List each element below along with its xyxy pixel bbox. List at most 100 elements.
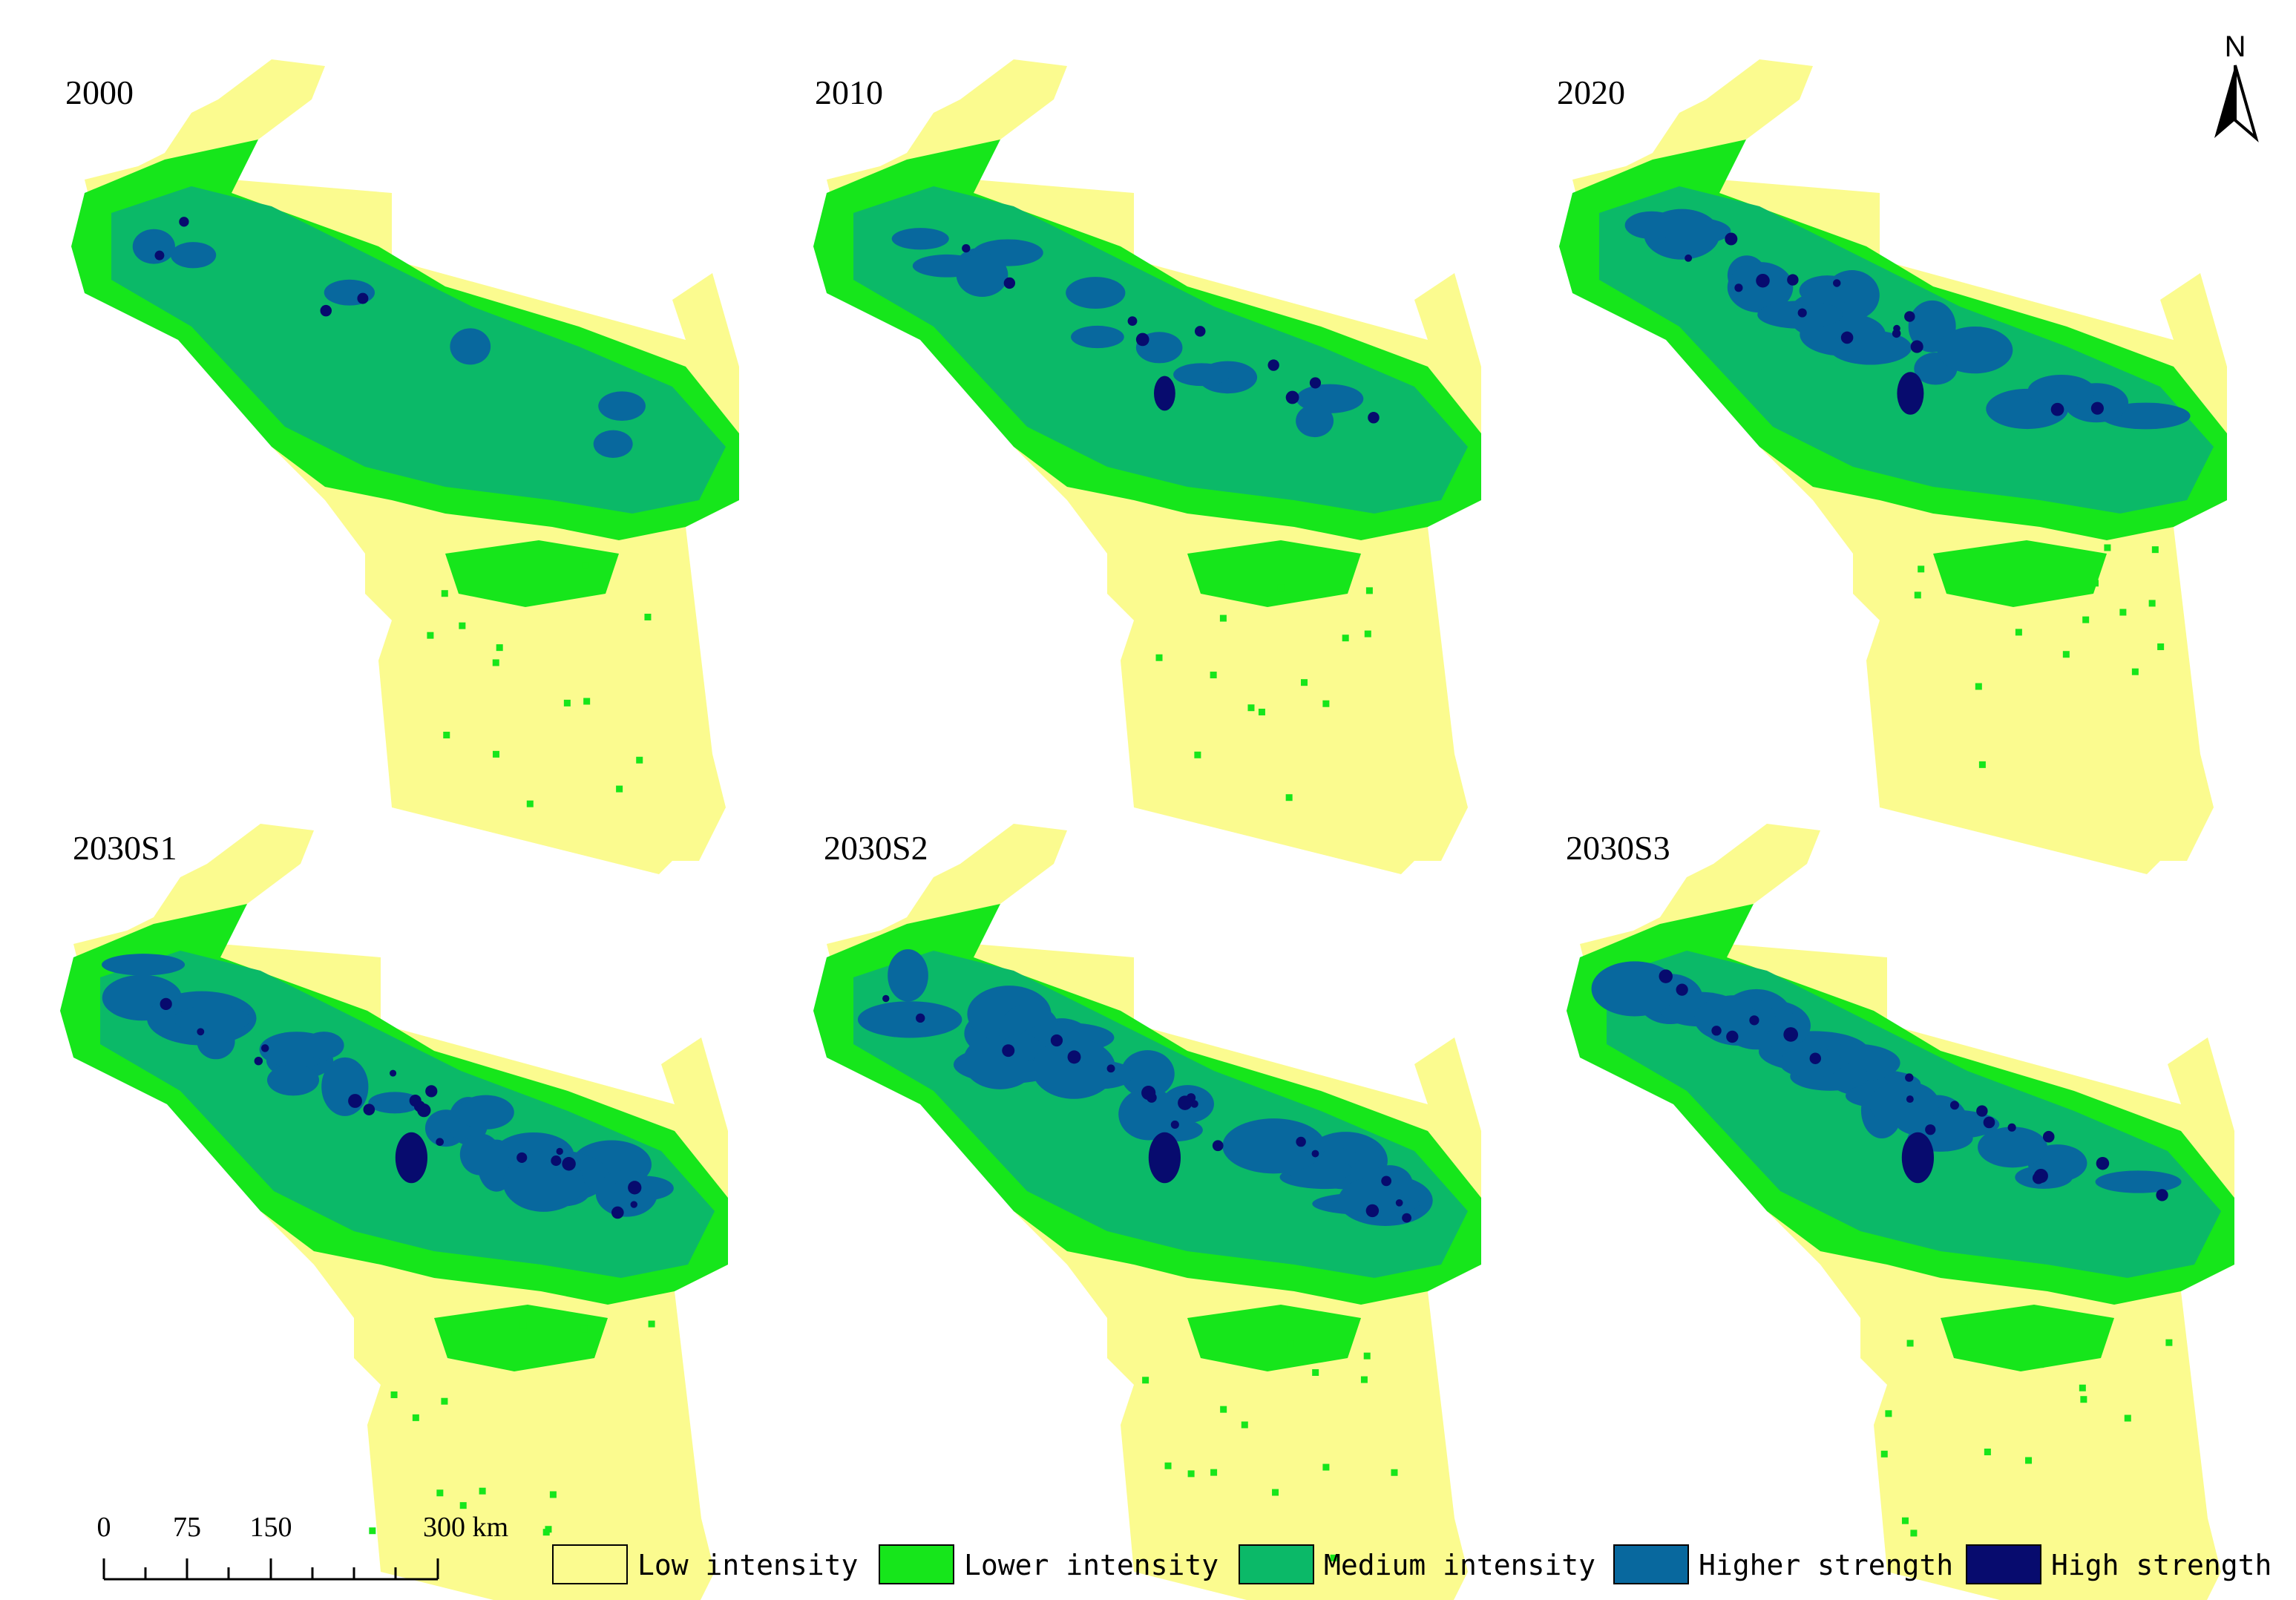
scale-label-75: 75 bbox=[173, 1512, 201, 1543]
legend-label-medium: Medium intensity bbox=[1324, 1549, 1595, 1581]
high-strength-core bbox=[1154, 376, 1175, 411]
lower-intensity-speck bbox=[2080, 1396, 2087, 1403]
higher-strength-patch bbox=[613, 1176, 674, 1201]
high-strength-spot bbox=[425, 1085, 438, 1098]
higher-strength-patch bbox=[1727, 262, 1794, 313]
high-strength-spot bbox=[1949, 1101, 1959, 1110]
high-strength-spot bbox=[1067, 1050, 1081, 1064]
high-strength-spot bbox=[1910, 340, 1923, 353]
lower-intensity-speck bbox=[2082, 616, 2090, 623]
high-strength-spot bbox=[1676, 983, 1688, 996]
high-strength-spot bbox=[1904, 311, 1915, 322]
high-strength-spot bbox=[1212, 1140, 1224, 1152]
high-strength-spot bbox=[2007, 1123, 2016, 1132]
higher-strength-patch bbox=[1937, 326, 2013, 374]
high-strength-core bbox=[1897, 372, 1924, 415]
high-strength-spot bbox=[628, 1181, 642, 1195]
higher-strength-patch bbox=[450, 328, 491, 365]
lower-intensity-speck bbox=[2165, 1339, 2173, 1346]
high-strength-spot bbox=[516, 1152, 528, 1163]
lower-intensity-speck bbox=[1272, 1489, 1279, 1496]
legend-swatch-higher bbox=[1613, 1544, 1689, 1584]
high-strength-spot bbox=[436, 1138, 445, 1147]
high-strength-spot bbox=[1402, 1213, 1411, 1223]
legend-label-low: Low intensity bbox=[637, 1549, 858, 1581]
lower-intensity-speck bbox=[1906, 1340, 1914, 1347]
lower-intensity-speck bbox=[1885, 1410, 1892, 1417]
high-strength-spot bbox=[1783, 1027, 1799, 1042]
map-panel-p2010: 2010 bbox=[813, 59, 1481, 874]
high-strength-spot bbox=[1787, 274, 1799, 286]
region-map bbox=[71, 59, 739, 874]
lower-intensity-speck bbox=[1901, 1517, 1909, 1524]
lower-intensity-speck bbox=[1364, 630, 1371, 637]
lower-intensity-speck bbox=[1961, 1324, 1968, 1331]
lower-intensity-speck bbox=[2091, 580, 2099, 587]
higher-strength-patch bbox=[1591, 961, 1678, 1017]
high-strength-spot bbox=[254, 1056, 263, 1066]
lower-intensity-speck bbox=[1277, 584, 1285, 591]
high-strength-spot bbox=[551, 1155, 562, 1167]
high-strength-spot bbox=[1685, 254, 1693, 262]
lower-intensity-speck bbox=[390, 1391, 398, 1398]
higher-strength-patch bbox=[1978, 1127, 2047, 1168]
high-strength-spot bbox=[882, 994, 890, 1003]
map-panels: 2000 2010 2020 2030S1 2030S2 2030S3 bbox=[60, 59, 2234, 1600]
lower-intensity-speck bbox=[1914, 591, 1921, 599]
legend-swatch-low bbox=[552, 1544, 628, 1584]
high-strength-spot bbox=[390, 1069, 397, 1077]
lower-intensity-speck bbox=[545, 1526, 552, 1533]
high-strength-spot bbox=[1135, 332, 1149, 347]
region-map bbox=[1567, 824, 2234, 1600]
high-strength-spot bbox=[1711, 1026, 1722, 1036]
lower-intensity-speck bbox=[1975, 683, 1982, 690]
north-arrow-icon bbox=[2214, 65, 2235, 138]
higher-strength-patch bbox=[1118, 1088, 1179, 1141]
high-strength-spot bbox=[1892, 329, 1901, 338]
high-strength-spot bbox=[556, 1147, 563, 1155]
high-strength-spot bbox=[1194, 326, 1206, 337]
panel-title: 2030S3 bbox=[1566, 829, 1670, 867]
region-map bbox=[813, 59, 1481, 874]
high-strength-spot bbox=[1267, 359, 1279, 371]
scale-label-150: 150 bbox=[250, 1512, 292, 1543]
high-strength-spot bbox=[2032, 1172, 2045, 1184]
lower-intensity-speck bbox=[459, 622, 466, 629]
lower-intensity-speck bbox=[526, 800, 534, 807]
lower-intensity-speck bbox=[2151, 546, 2159, 554]
lower-intensity-speck bbox=[1880, 1450, 1888, 1458]
lower-intensity-speck bbox=[580, 1325, 588, 1333]
high-strength-spot bbox=[1178, 1095, 1193, 1110]
high-strength-spot bbox=[1141, 1085, 1156, 1101]
higher-strength-patch bbox=[173, 1006, 251, 1034]
higher-strength-patch bbox=[1121, 1050, 1175, 1098]
high-strength-spot bbox=[409, 1095, 422, 1107]
map-panel-p2030s3: 2030S3 bbox=[1566, 824, 2234, 1600]
higher-strength-patch bbox=[102, 954, 186, 976]
higher-strength-patch bbox=[1066, 277, 1126, 309]
higher-strength-patch bbox=[1779, 1047, 1843, 1078]
lower-intensity-speck bbox=[1360, 1376, 1368, 1383]
legend-swatch-medium bbox=[1239, 1544, 1314, 1584]
lower-intensity-speck bbox=[1365, 587, 1373, 594]
north-label: N bbox=[2225, 30, 2246, 63]
lower-intensity-speck bbox=[1287, 1340, 1294, 1348]
lower-intensity-speck bbox=[1918, 565, 1925, 573]
high-strength-spot bbox=[1749, 1015, 1759, 1026]
higher-strength-patch bbox=[1799, 275, 1856, 306]
lower-intensity-speck bbox=[1210, 1469, 1218, 1476]
high-strength-core bbox=[1901, 1132, 1934, 1184]
high-strength-spot bbox=[179, 217, 189, 227]
lower-intensity-speck bbox=[563, 699, 571, 706]
high-strength-spot bbox=[1840, 331, 1854, 344]
lower-intensity-speck bbox=[2119, 609, 2127, 616]
high-strength-spot bbox=[1905, 1073, 1914, 1082]
map-panel-p2000: 2000 bbox=[65, 59, 739, 874]
lower-intensity-speck bbox=[1330, 1554, 1337, 1561]
high-strength-spot bbox=[1190, 1100, 1198, 1108]
high-strength-core bbox=[395, 1132, 427, 1184]
lower-intensity-speck bbox=[2124, 1414, 2131, 1422]
high-strength-spot bbox=[1725, 232, 1738, 246]
lower-intensity-speck bbox=[441, 590, 448, 597]
